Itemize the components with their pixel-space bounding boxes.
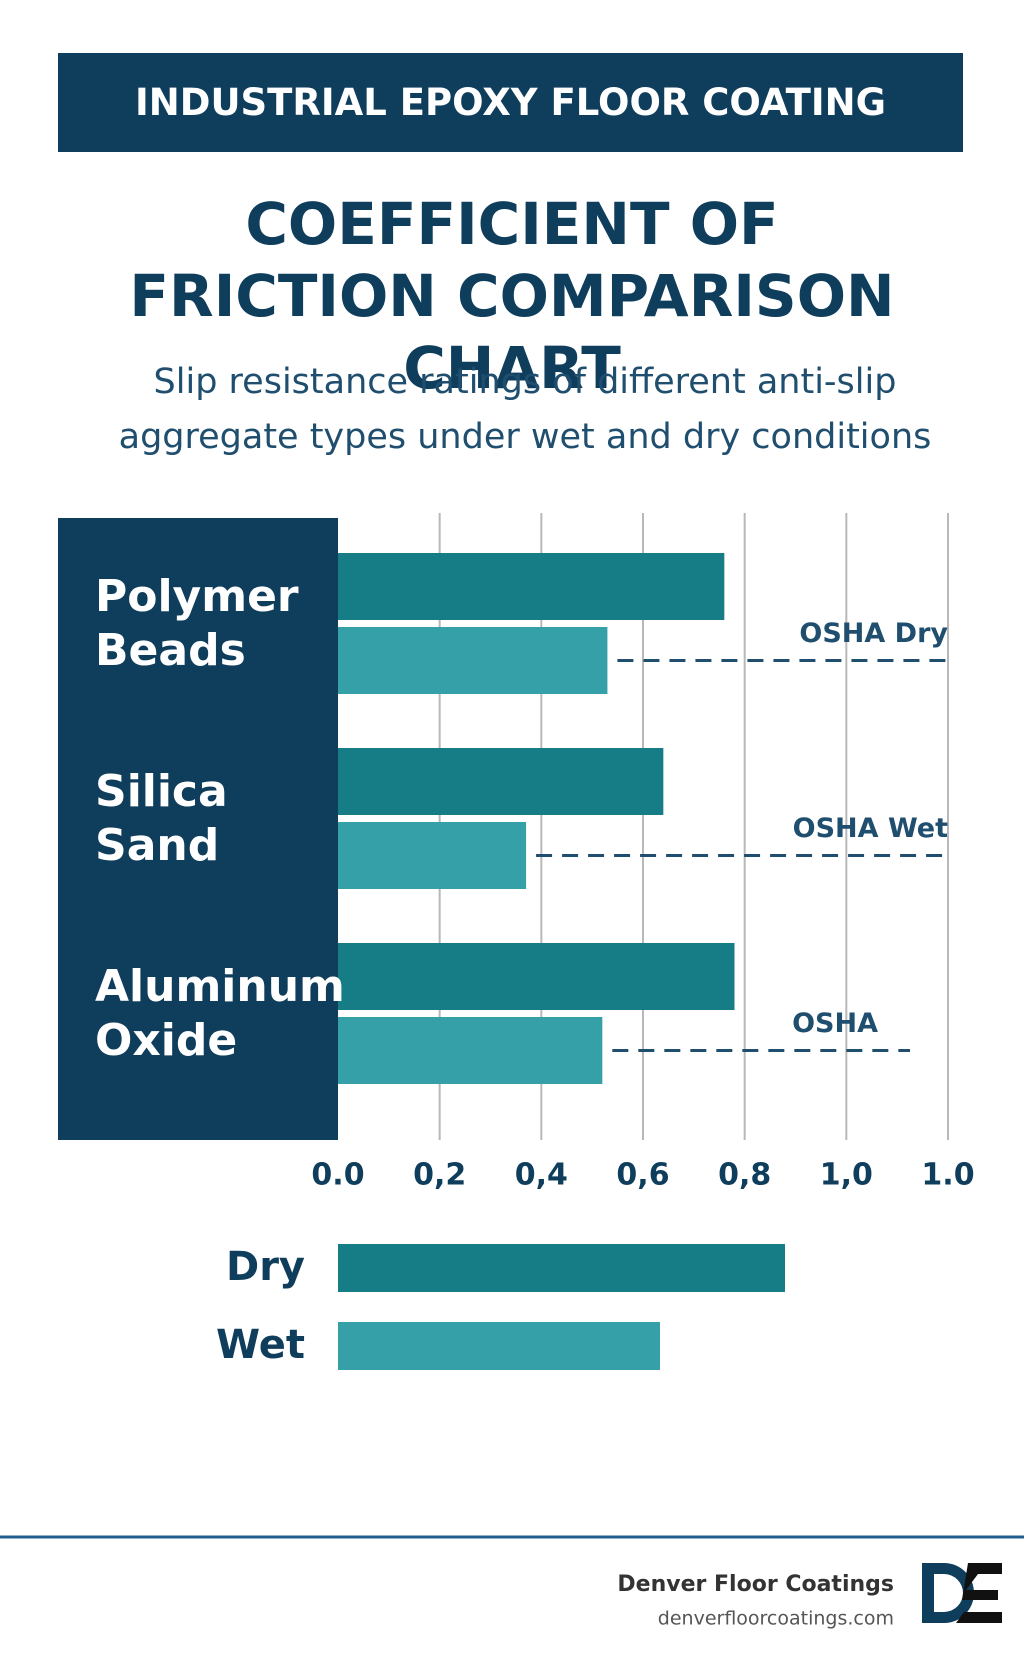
logo-e — [956, 1563, 1002, 1623]
bar — [338, 1017, 603, 1084]
category-label: Polymer Beads — [95, 570, 299, 676]
bar — [338, 822, 527, 889]
legend-swatch — [338, 1322, 660, 1370]
chart-subtitle: Slip resistance ratings of different ant… — [118, 362, 932, 457]
x-tick-label: 0,2 — [413, 1158, 466, 1193]
bar — [338, 553, 725, 620]
chart-title: COEFFICIENT OF FRICTION COMPARISON CHART — [129, 190, 895, 402]
x-tick-label: 0,6 — [616, 1158, 669, 1193]
annotation: OSHA Dry — [799, 618, 948, 649]
annotation: OSHA — [792, 1008, 878, 1039]
header-banner: INDUSTRIAL EPOXY FLOOR COATING — [58, 53, 963, 152]
footer-company: Denver Floor Coatings — [617, 1572, 894, 1597]
bar — [338, 748, 664, 815]
footer-url: denverfloorcoatings.com — [658, 1608, 894, 1630]
logo-d — [922, 1563, 974, 1623]
x-tick-label: 0.0 — [311, 1158, 364, 1193]
x-tick-label: 0,4 — [515, 1158, 568, 1193]
bar — [338, 627, 608, 694]
logo — [922, 1563, 1002, 1623]
annotation: OSHA Wet — [793, 813, 948, 844]
legend-label: Dry — [226, 1244, 305, 1290]
legend-swatch — [338, 1244, 785, 1292]
bar — [338, 943, 735, 1010]
x-tick-label: 1.0 — [921, 1158, 974, 1193]
legend-label: Wet — [216, 1322, 305, 1368]
category-label: Silica Sand — [95, 765, 228, 871]
header-title: INDUSTRIAL EPOXY FLOOR COATING — [135, 81, 886, 124]
x-tick-label: 1,0 — [820, 1158, 873, 1193]
category-panel — [58, 518, 338, 1140]
category-label: Aluminum Oxide — [95, 960, 345, 1066]
x-tick-label: 0,8 — [718, 1158, 771, 1193]
